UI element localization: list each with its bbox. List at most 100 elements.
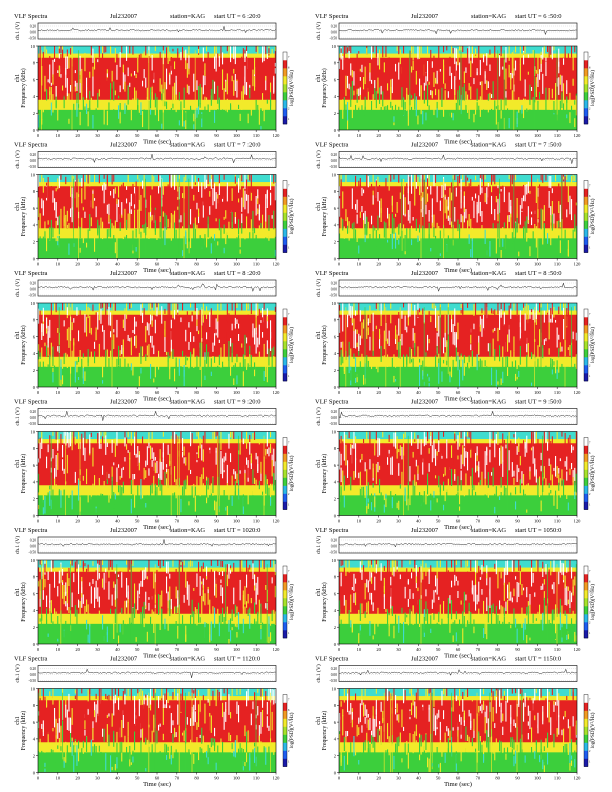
colorbar-segment xyxy=(283,614,287,623)
x-tick-label: 110 xyxy=(253,390,260,395)
x-tick-label: 20 xyxy=(376,133,381,138)
x-tick-label: 50 xyxy=(436,262,441,267)
x-tick-label: 40 xyxy=(115,647,120,652)
y-tick-label: 2 xyxy=(334,368,336,373)
x-tick-label: 110 xyxy=(554,647,561,652)
waveform-trace xyxy=(37,283,276,293)
x-tick-label: 60 xyxy=(456,133,461,138)
x-tick-label: 120 xyxy=(574,519,582,524)
waveform-tick-label: -0.50 xyxy=(330,679,338,683)
colorbar-tick-label: 7 xyxy=(288,185,290,188)
waveform-tick-label: 0.20 xyxy=(331,539,337,543)
colorbar-segment xyxy=(584,750,588,759)
x-tick-label: 0 xyxy=(37,519,40,524)
waveform-frame xyxy=(37,22,277,40)
colorbar-segment xyxy=(584,325,588,334)
y-tick-label: 6 xyxy=(33,591,36,596)
colorbar-tick-label: 4 xyxy=(288,87,290,90)
colorbar-segment xyxy=(283,726,287,735)
x-tick-label: 20 xyxy=(75,519,80,524)
x-tick-label: 90 xyxy=(515,133,520,138)
y-tick-label: 10 xyxy=(31,44,36,49)
colorbar-segment xyxy=(283,598,287,607)
colorbar-tick-label: 2 xyxy=(288,622,290,625)
x-axis-label: Time (sec) xyxy=(444,781,472,788)
x-tick-label: 10 xyxy=(56,647,61,652)
colorbar-tick-label: 4 xyxy=(589,87,591,90)
colorbar-label: log(PSD)(V²/Hz) xyxy=(288,455,295,491)
x-tick-label: 80 xyxy=(194,262,199,267)
y-tick-label: 6 xyxy=(334,591,337,596)
colorbar-tick-label: 7 xyxy=(288,442,290,445)
waveform-tick-label: -0.50 xyxy=(29,551,37,555)
colorbar xyxy=(282,308,288,382)
colorbar-segment xyxy=(283,750,287,759)
panel-title: VLF Spectra xyxy=(315,142,349,149)
panel-station: station=KAG xyxy=(170,527,205,534)
colorbar-tick-label: 7 xyxy=(589,570,591,573)
colorbar-tick-label: 6 xyxy=(589,452,591,455)
y-tick-label: 8 xyxy=(334,318,337,323)
waveform-tick-label: 0.00 xyxy=(331,545,337,549)
x-tick-label: 40 xyxy=(115,390,120,395)
y-tick-label: 8 xyxy=(334,61,337,66)
colorbar-tick-label: 1 xyxy=(288,503,290,506)
waveform-axis-label: ch.1 (V) xyxy=(14,22,21,40)
x-tick-label: 70 xyxy=(175,133,180,138)
x-tick-label: 120 xyxy=(574,776,582,781)
colorbar-tick-label: 4 xyxy=(288,601,290,604)
y-axis-label: Frequency (kHz) xyxy=(321,711,328,751)
waveform-axis-label: ch.1 (V) xyxy=(315,279,322,297)
x-tick-label: 60 xyxy=(456,519,461,524)
x-tick-label: 80 xyxy=(194,133,199,138)
colorbar-tick-label: 7 xyxy=(589,699,591,702)
colorbar-segment xyxy=(584,76,588,85)
waveform-tick-label: -0.50 xyxy=(330,422,338,426)
colorbar-segment xyxy=(584,493,588,502)
colorbar-tick-label: 2 xyxy=(288,365,290,368)
waveform-tick-label: 0.00 xyxy=(30,288,36,292)
y-tick-label: 8 xyxy=(33,189,36,194)
colorbar-segment xyxy=(584,582,588,591)
waveform-axis-label: ch.1 (V) xyxy=(14,150,21,168)
colorbar-tick-label: 2 xyxy=(589,236,591,239)
colorbar-tick-label: 1 xyxy=(589,246,591,249)
colorbar-segment xyxy=(283,341,287,350)
colorbar-segment xyxy=(584,333,588,342)
x-tick-label: 0 xyxy=(37,390,40,395)
colorbar-label: log(PSD)(V²/Hz) xyxy=(288,327,295,363)
colorbar-segment xyxy=(283,622,287,631)
colorbar-tick-label: 6 xyxy=(589,323,591,326)
panel-date: Jul232007 xyxy=(110,399,138,406)
x-tick-label: 120 xyxy=(574,262,582,267)
colorbar-segment xyxy=(283,461,287,470)
waveform-trace xyxy=(338,668,577,676)
x-tick-label: 100 xyxy=(233,647,241,652)
colorbar-label: log(PSD)(V²/Hz) xyxy=(288,584,295,620)
spectrum-panel: VLF Spectra Jul232007 station=KAG start UT … xyxy=(315,656,596,789)
colorbar-segment xyxy=(584,100,588,109)
colorbar-tick-label: 1 xyxy=(288,760,290,763)
colorbar-tick-label: 3 xyxy=(589,740,591,743)
y-tick-label: 6 xyxy=(33,720,36,725)
colorbar-tick-label: 5 xyxy=(589,591,591,594)
colorbar-tick-label: 3 xyxy=(589,97,591,100)
panel-start-time: start UT = 9 :20:0 xyxy=(214,399,261,406)
x-tick-label: 10 xyxy=(56,390,61,395)
waveform-tick-label: 0.00 xyxy=(30,159,36,163)
colorbar-segment xyxy=(584,461,588,470)
colorbar-segment xyxy=(283,84,287,93)
panel-date: Jul232007 xyxy=(110,142,138,149)
colorbar-tick-label: 2 xyxy=(288,108,290,111)
channel-tag: ch1 xyxy=(15,331,21,339)
colorbar-tick-label: 3 xyxy=(288,354,290,357)
x-tick-label: 0 xyxy=(37,133,40,138)
colorbar-segment xyxy=(283,365,287,374)
colorbar-tick-label: 6 xyxy=(589,195,591,198)
x-tick-label: 10 xyxy=(56,262,61,267)
colorbar-tick-label: 5 xyxy=(288,205,290,208)
x-tick-label: 110 xyxy=(554,519,561,524)
x-tick-label: 50 xyxy=(436,519,441,524)
waveform-tick-label: 0.20 xyxy=(30,539,36,543)
x-tick-label: 20 xyxy=(75,262,80,267)
